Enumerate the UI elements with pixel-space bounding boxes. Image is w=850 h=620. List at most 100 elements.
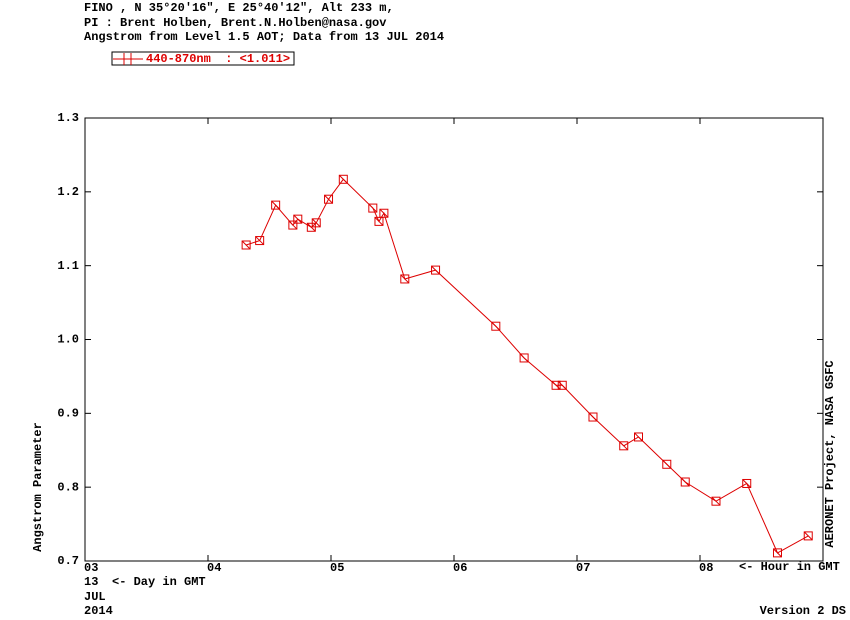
header-line: Angstrom from Level 1.5 AOT; Data from 1…: [84, 30, 444, 44]
marker-box: [551, 380, 561, 390]
marker-box: [288, 220, 298, 230]
side-note: AERONET Project, NASA GSFC: [823, 360, 837, 547]
x-tick-label: 03: [84, 561, 98, 575]
marker-cross: [491, 321, 501, 331]
y-tick-label: 0.9: [57, 407, 79, 421]
point: [803, 531, 813, 541]
marker-cross: [374, 217, 384, 226]
marker-box: [255, 236, 265, 246]
x-tick-label: 08: [699, 561, 713, 575]
x-tick-label: 05: [330, 561, 344, 575]
point: [557, 380, 567, 390]
x-tick-label: 04: [207, 561, 221, 575]
x-axis-label: <- Hour in GMT: [739, 560, 840, 574]
marker-box: [742, 478, 752, 488]
point: [400, 274, 410, 284]
point: [711, 496, 721, 506]
point: [772, 548, 782, 558]
y-tick-label: 1.1: [57, 259, 79, 273]
marker-cross: [324, 194, 333, 204]
x-tick-label: 07: [576, 561, 590, 575]
point: [255, 236, 265, 246]
marker-cross: [379, 208, 389, 218]
date-year: 2014: [84, 604, 113, 618]
x-tick-label: 06: [453, 561, 467, 575]
y-tick-label: 1.0: [57, 333, 79, 347]
marker-cross: [255, 236, 265, 245]
marker-cross: [588, 412, 598, 422]
header-line: PI : Brent Holben, Brent.N.Holben@nasa.g…: [84, 16, 386, 30]
legend-box: [111, 51, 295, 66]
marker-cross: [634, 432, 643, 442]
point: [379, 208, 389, 218]
point: [311, 218, 321, 228]
marker-box: [379, 208, 389, 218]
marker-box: [619, 441, 629, 451]
point: [551, 380, 561, 390]
point: [324, 194, 334, 204]
point: [431, 265, 441, 275]
y-tick-label: 0.8: [57, 480, 79, 494]
marker-cross: [773, 548, 782, 558]
marker-cross: [271, 200, 281, 210]
point: [374, 216, 384, 226]
marker-cross: [551, 380, 561, 390]
marker-box: [711, 496, 721, 506]
marker-cross: [368, 203, 378, 213]
y-axis-label: Angstrom Parameter: [31, 422, 45, 552]
marker-box: [491, 321, 501, 331]
marker-box: [519, 353, 529, 363]
marker-box: [338, 174, 348, 184]
header-line: FINO , N 35°20'16", E 25°40'12", Alt 233…: [84, 1, 394, 15]
marker-cross: [288, 220, 298, 230]
marker-box: [324, 194, 334, 204]
marker-cross: [338, 174, 348, 184]
marker-cross: [711, 496, 721, 506]
point: [519, 353, 529, 363]
date-month: JUL: [84, 590, 106, 604]
marker-cross: [311, 218, 321, 228]
point: [662, 459, 672, 469]
marker-box: [662, 459, 672, 469]
point: [241, 240, 251, 250]
marker-box: [368, 203, 378, 213]
marker-box: [400, 274, 410, 284]
marker-box: [271, 200, 281, 210]
marker-box: [374, 216, 384, 226]
marker-cross: [519, 353, 529, 363]
marker-box: [557, 380, 567, 390]
marker-cross: [742, 479, 752, 488]
marker-cross: [241, 240, 251, 250]
y-tick-label: 1.3: [57, 111, 79, 125]
marker-box: [803, 531, 813, 541]
point: [271, 200, 281, 210]
marker-cross: [662, 459, 672, 469]
version: Version 2 DS: [760, 604, 846, 618]
marker-cross: [293, 214, 303, 224]
day-label: <- Day in GMT: [112, 575, 206, 589]
y-tick-label: 0.7: [57, 554, 79, 568]
marker-box: [293, 214, 303, 224]
point: [293, 214, 303, 224]
point: [588, 412, 598, 422]
marker-box: [431, 265, 441, 275]
point: [491, 321, 501, 331]
y-tick-label: 1.2: [57, 185, 79, 199]
point: [619, 441, 629, 451]
date-day: 13: [84, 575, 98, 589]
marker-box: [311, 218, 321, 228]
marker-box: [680, 477, 690, 487]
marker-box: [241, 240, 251, 250]
point: [680, 477, 690, 487]
point: [742, 478, 752, 488]
legend-label: 440-870nm : <1.011>: [146, 52, 290, 66]
marker-cross: [306, 222, 316, 232]
point: [288, 220, 298, 230]
marker-cross: [619, 441, 629, 451]
marker-cross: [400, 274, 410, 284]
marker-box: [588, 412, 598, 422]
marker-cross: [680, 477, 690, 487]
marker-box: [634, 432, 643, 442]
